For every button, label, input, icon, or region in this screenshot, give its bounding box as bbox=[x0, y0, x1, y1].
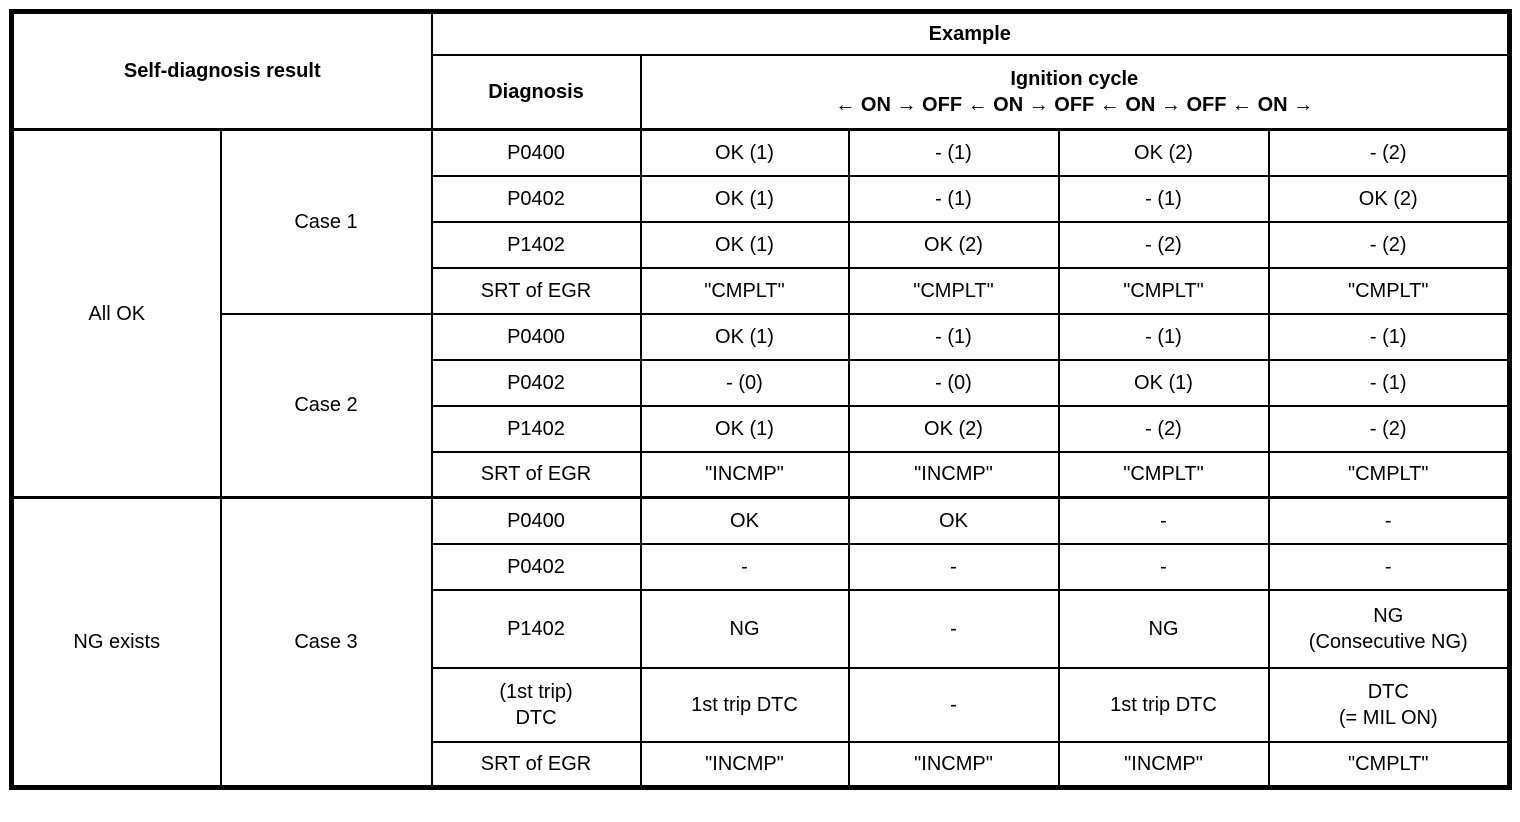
value-cell: OK (1) bbox=[639, 174, 850, 223]
value-cell: - (1) bbox=[847, 312, 1060, 361]
value-cell: - bbox=[1267, 542, 1511, 591]
value-cell: NG (Consecutive NG) bbox=[1267, 588, 1511, 669]
diagnosis-cell: P1402 bbox=[430, 588, 642, 669]
table-row: All OK Case 1 P0400 OK (1) - (1) OK (2) … bbox=[10, 128, 1511, 499]
diagnosis-cell: P0402 bbox=[430, 542, 642, 591]
diagnosis-cell: P0400 bbox=[430, 128, 642, 177]
value-cell: - (1) bbox=[1057, 312, 1270, 361]
diagnosis-cell: P1402 bbox=[430, 220, 642, 269]
header-diagnosis: Diagnosis bbox=[430, 53, 642, 131]
value-cell: - (0) bbox=[639, 358, 850, 407]
value-cell: "CMPLT" bbox=[1057, 450, 1270, 499]
header-example: Example bbox=[430, 10, 1511, 56]
value-cell: - bbox=[847, 542, 1060, 591]
value-cell: OK (1) bbox=[639, 128, 850, 177]
self-diagnosis-table: Self-diagnosis result Example Diagnosis … bbox=[9, 9, 1513, 790]
value-cell: - (1) bbox=[1267, 358, 1511, 407]
value-cell: "CMPLT" bbox=[1267, 450, 1511, 499]
diagnosis-cell: SRT of EGR bbox=[430, 266, 642, 315]
value-cell: - bbox=[1057, 496, 1270, 545]
value-cell: - bbox=[847, 588, 1060, 669]
diagnosis-cell: P0400 bbox=[430, 312, 642, 361]
table-row: P0402 OK (1) - (1) - (1) OK (2) bbox=[12, 174, 1511, 223]
diagnosis-cell: SRT of EGR bbox=[430, 740, 642, 789]
table-row: Case 2 P0400 OK (1) - (1) - (1) - (1) bbox=[12, 312, 1511, 499]
value-cell: OK (1) bbox=[639, 220, 850, 269]
table-row: P1402 OK (1) OK (2) - (2) - (2) bbox=[12, 220, 1511, 269]
value-cell: "INCMP" bbox=[847, 450, 1060, 499]
value-cell: OK (1) bbox=[1057, 358, 1270, 407]
value-cell: - bbox=[847, 666, 1060, 743]
table-row: SRT of EGR "INCMP" "INCMP" "INCMP" "CMPL… bbox=[12, 740, 1511, 789]
value-cell: "CMPLT" bbox=[639, 266, 850, 315]
table-row: NG exists Case 3 P0400 OK OK - - bbox=[10, 496, 1511, 789]
value-cell: NG bbox=[1057, 588, 1270, 669]
diagnosis-cell: P0402 bbox=[430, 174, 642, 223]
header-row-2: Diagnosis Ignition cycle ← ON → OFF ← ON… bbox=[12, 53, 1511, 131]
value-cell: - (2) bbox=[1267, 128, 1511, 177]
table-row: P1402 NG - NG NG (Consecutive NG) bbox=[12, 588, 1511, 669]
case-cell-case1: Case 1 bbox=[219, 128, 433, 315]
value-cell: OK (1) bbox=[639, 404, 850, 453]
table-row: P0402 - - - - bbox=[12, 542, 1511, 591]
diagnosis-cell: (1st trip) DTC bbox=[430, 666, 642, 743]
value-cell: DTC (= MIL ON) bbox=[1267, 666, 1511, 743]
value-cell: "INCMP" bbox=[639, 740, 850, 789]
diagnosis-cell: SRT of EGR bbox=[430, 450, 642, 499]
value-cell: - (2) bbox=[1267, 404, 1511, 453]
table-row: SRT of EGR "INCMP" "INCMP" "CMPLT" "CMPL… bbox=[12, 450, 1511, 499]
value-cell: OK bbox=[639, 496, 850, 545]
value-cell: - (0) bbox=[847, 358, 1060, 407]
value-cell: - (2) bbox=[1057, 220, 1270, 269]
value-cell: OK (2) bbox=[1057, 128, 1270, 177]
value-cell: - (1) bbox=[847, 174, 1060, 223]
value-cell: - (1) bbox=[1267, 312, 1511, 361]
value-cell: 1st trip DTC bbox=[639, 666, 850, 743]
value-cell: - (2) bbox=[1267, 220, 1511, 269]
value-cell: - (1) bbox=[847, 128, 1060, 177]
value-cell: "INCMP" bbox=[1057, 740, 1270, 789]
value-cell: "INCMP" bbox=[639, 450, 850, 499]
header-ignition-cycle: Ignition cycle ← ON → OFF ← ON → OFF ← O… bbox=[639, 53, 1511, 131]
value-cell: 1st trip DTC bbox=[1057, 666, 1270, 743]
value-cell: OK (1) bbox=[639, 312, 850, 361]
table-row: P0402 - (0) - (0) OK (1) - (1) bbox=[12, 358, 1511, 407]
value-cell: OK (2) bbox=[847, 404, 1060, 453]
value-cell: "CMPLT" bbox=[847, 266, 1060, 315]
result-cell-all-ok: All OK bbox=[10, 128, 222, 499]
diagnosis-cell: P0400 bbox=[430, 496, 642, 545]
value-cell: - bbox=[1267, 496, 1511, 545]
table-row: SRT of EGR "CMPLT" "CMPLT" "CMPLT" "CMPL… bbox=[12, 266, 1511, 315]
value-cell: "INCMP" bbox=[847, 740, 1060, 789]
value-cell: - (2) bbox=[1057, 404, 1270, 453]
result-cell-ng-exists: NG exists bbox=[10, 496, 222, 789]
value-cell: "CMPLT" bbox=[1267, 266, 1511, 315]
value-cell: NG bbox=[639, 588, 850, 669]
table-row: (1st trip) DTC 1st trip DTC - 1st trip D… bbox=[12, 666, 1511, 743]
diagnosis-cell: P0402 bbox=[430, 358, 642, 407]
value-cell: OK bbox=[847, 496, 1060, 545]
value-cell: - bbox=[1057, 542, 1270, 591]
value-cell: - (1) bbox=[1057, 174, 1270, 223]
value-cell: "CMPLT" bbox=[1057, 266, 1270, 315]
header-self-diagnosis-result: Self-diagnosis result bbox=[10, 10, 433, 131]
case-cell-case2: Case 2 bbox=[219, 312, 433, 499]
value-cell: "CMPLT" bbox=[1267, 740, 1511, 789]
header-row-1: Self-diagnosis result Example bbox=[10, 10, 1511, 131]
value-cell: - bbox=[639, 542, 850, 591]
value-cell: OK (2) bbox=[1267, 174, 1511, 223]
diagnosis-cell: P1402 bbox=[430, 404, 642, 453]
case-cell-case3: Case 3 bbox=[219, 496, 433, 789]
table-row: P1402 OK (1) OK (2) - (2) - (2) bbox=[12, 404, 1511, 453]
value-cell: OK (2) bbox=[847, 220, 1060, 269]
